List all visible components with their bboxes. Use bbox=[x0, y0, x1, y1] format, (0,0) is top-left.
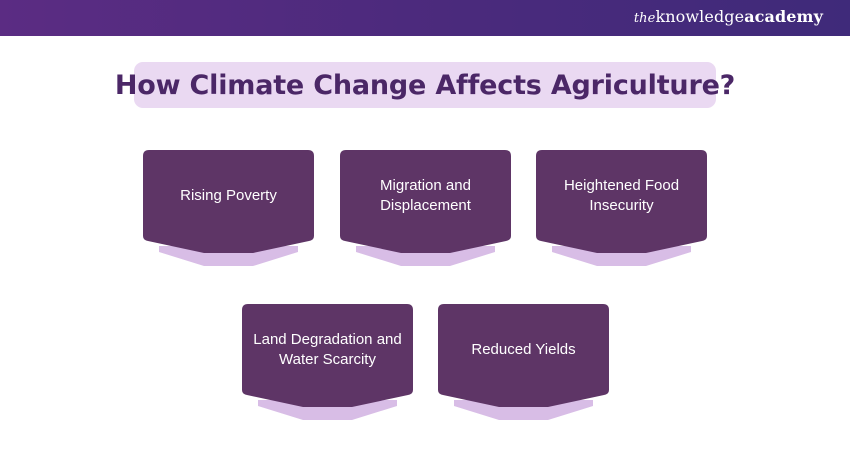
card-shape bbox=[340, 150, 511, 266]
card-label: Migration and Displacement bbox=[380, 177, 471, 214]
card-migration-displacement: Migration and Displacement bbox=[340, 150, 511, 268]
card-reduced-yields: Reduced Yields bbox=[438, 304, 609, 422]
logo-knowledge: knowledge bbox=[655, 7, 745, 26]
card-label: Land Degradation and Water Scarcity bbox=[253, 331, 402, 368]
title-banner: How Climate Change Affects Agriculture? bbox=[115, 62, 735, 108]
brand-logo[interactable]: theknowledgeacademy bbox=[634, 7, 823, 26]
card-rising-poverty: Rising Poverty bbox=[143, 150, 314, 268]
card-land-degradation-water-scarcity: Land Degradation and Water Scarcity bbox=[242, 304, 413, 422]
logo-the: the bbox=[633, 11, 656, 26]
card-label: Rising Poverty bbox=[180, 187, 277, 204]
page-title: How Climate Change Affects Agriculture? bbox=[114, 69, 736, 101]
card-heightened-food-insecurity: Heightened Food Insecurity bbox=[536, 150, 707, 268]
card-label: Reduced Yields bbox=[471, 341, 576, 358]
header-bar: theknowledgeacademy bbox=[0, 0, 850, 36]
logo-academy: academy bbox=[744, 7, 823, 26]
card-shape bbox=[143, 150, 314, 266]
card-shape bbox=[438, 304, 609, 420]
card-shape bbox=[242, 304, 413, 420]
card-shape bbox=[536, 150, 707, 266]
card-label: Heightened Food Insecurity bbox=[563, 177, 680, 214]
